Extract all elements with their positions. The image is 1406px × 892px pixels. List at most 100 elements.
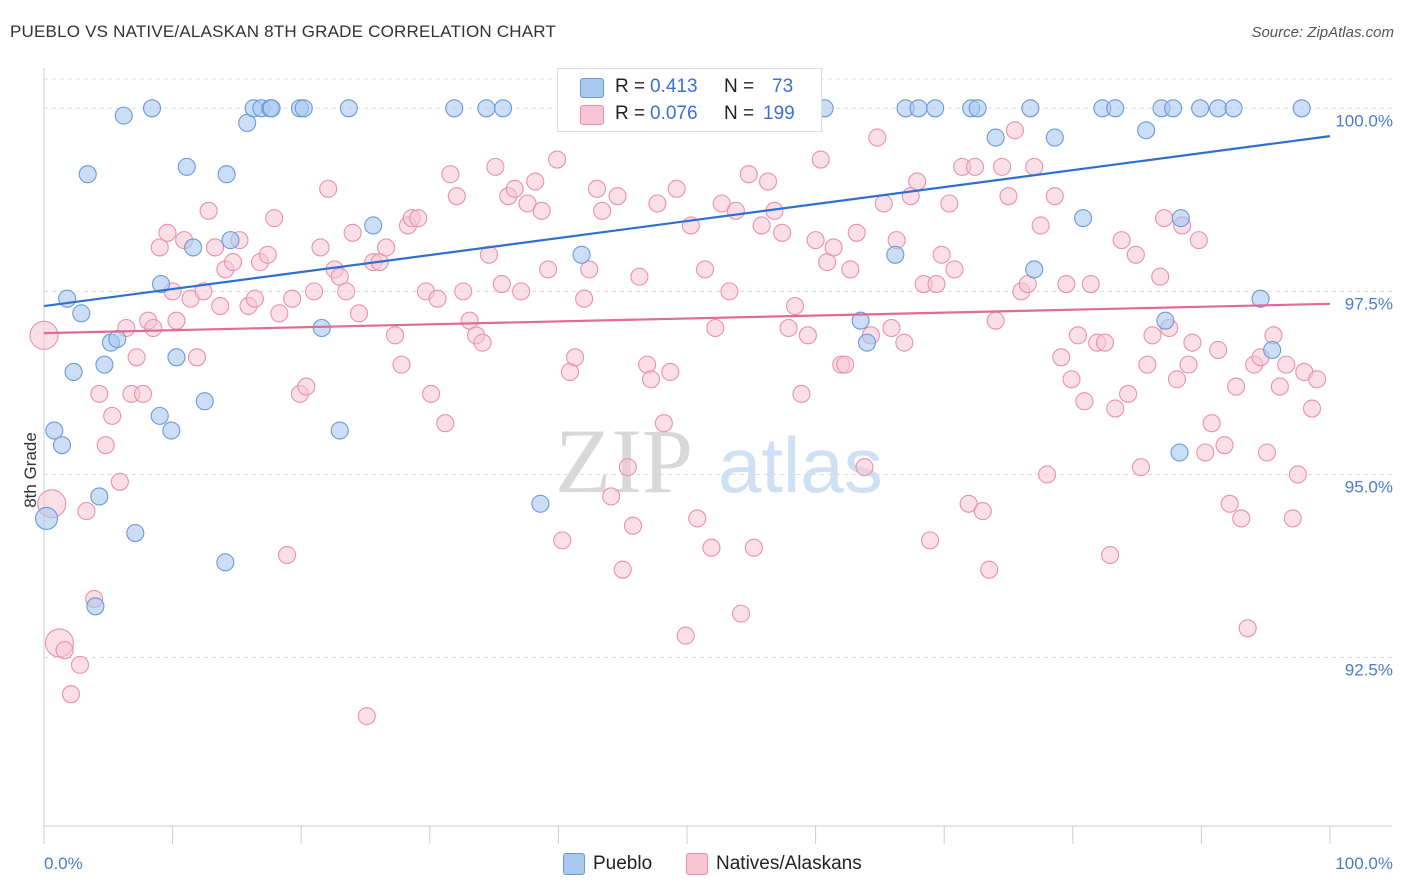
pueblo-point	[1251, 289, 1270, 308]
natives-point	[654, 414, 673, 433]
natives-point	[836, 355, 855, 374]
natives-point	[422, 384, 441, 403]
natives-point	[841, 260, 860, 279]
natives-point	[548, 150, 567, 169]
pueblo-point	[1171, 209, 1190, 228]
natives-point	[580, 260, 599, 279]
natives-point	[526, 172, 545, 191]
natives-point	[258, 245, 277, 264]
natives-point	[932, 245, 951, 264]
natives-point	[1131, 458, 1151, 477]
pueblo-point	[52, 436, 72, 455]
natives-point	[211, 296, 230, 316]
pueblo-point	[1137, 121, 1156, 140]
natives-point	[806, 231, 825, 250]
natives-point	[187, 348, 207, 367]
pueblo-point	[1074, 209, 1093, 228]
natives-point	[824, 238, 843, 257]
pueblo-point	[262, 99, 281, 118]
y-tick-label: 92.5%	[1345, 661, 1393, 680]
natives-point	[566, 348, 585, 367]
pueblo-point	[968, 99, 987, 118]
natives-point	[811, 150, 830, 169]
pueblo-point	[72, 304, 91, 323]
natives-point	[855, 458, 874, 477]
natives-point	[623, 516, 643, 535]
natives-point	[895, 333, 914, 352]
pueblo-point	[1106, 99, 1125, 118]
natives-point	[1101, 545, 1120, 565]
natives-point	[454, 282, 473, 301]
natives-points	[29, 121, 1327, 726]
natives-point	[409, 209, 428, 228]
pueblo-point	[216, 553, 235, 572]
natives-point	[980, 560, 999, 579]
natives-point	[1209, 340, 1228, 360]
pueblo-point	[572, 245, 591, 264]
natives-point	[1045, 187, 1064, 206]
natives-legend-swatch	[686, 853, 708, 875]
natives-point	[350, 304, 369, 323]
pueblo-legend-label: Pueblo	[593, 853, 653, 874]
natives-point	[319, 179, 338, 198]
pueblo-point	[1170, 443, 1189, 462]
pueblo-point	[1156, 311, 1175, 330]
natives-point	[223, 253, 243, 272]
pueblo-point	[1021, 99, 1040, 118]
natives-point	[921, 531, 940, 550]
natives-point	[1126, 245, 1145, 264]
natives-point	[96, 436, 115, 455]
natives-point	[1038, 465, 1057, 484]
natives-point	[194, 282, 213, 301]
natives-point	[1138, 355, 1157, 374]
natives-point	[927, 275, 946, 294]
natives-point	[518, 194, 537, 213]
natives-point	[773, 223, 792, 242]
natives-point	[1183, 333, 1202, 352]
natives-point	[297, 377, 316, 396]
natives-point	[667, 179, 686, 198]
pueblo-point	[926, 99, 945, 118]
natives-point	[486, 157, 505, 176]
y-tick-labels: 100.0% 97.5% 95.0% 92.5%	[1335, 111, 1393, 679]
natives-point	[758, 172, 778, 191]
natives-point	[205, 238, 225, 257]
pueblo-point	[445, 99, 464, 118]
pueblo-point	[857, 333, 877, 352]
pueblo-point	[339, 99, 358, 118]
natives-point	[144, 318, 163, 338]
natives-point	[447, 187, 466, 206]
pueblo-point	[364, 216, 383, 235]
pueblo-point	[1191, 99, 1210, 118]
natives-point	[731, 604, 751, 623]
natives-point	[70, 655, 90, 674]
legend-r-value: 0.076	[650, 103, 698, 124]
y-tick-label: 100.0%	[1335, 111, 1393, 130]
natives-point	[1202, 414, 1221, 433]
legend-n-value: 73	[772, 76, 794, 97]
pueblo-point	[167, 348, 186, 367]
natives-point	[1283, 509, 1302, 528]
natives-point	[311, 238, 330, 257]
natives-point	[532, 201, 551, 220]
natives-point	[1179, 355, 1198, 374]
natives-swatch	[580, 105, 604, 125]
natives-point	[575, 289, 594, 308]
natives-point	[436, 414, 455, 433]
pueblo-point	[1209, 99, 1228, 118]
natives-point	[1005, 121, 1024, 140]
natives-point	[1232, 509, 1251, 528]
natives-point	[1119, 384, 1138, 403]
legend-n-label: N =	[724, 76, 755, 97]
natives-point	[874, 194, 893, 213]
pueblo-point	[90, 487, 109, 506]
natives-point	[1288, 465, 1307, 484]
natives-point	[706, 318, 725, 338]
natives-point	[593, 201, 612, 220]
natives-point	[868, 128, 887, 147]
legend-r-label: R =	[615, 76, 646, 97]
pueblo-point	[1263, 340, 1282, 360]
natives-point	[55, 641, 74, 660]
natives-point	[150, 238, 169, 257]
natives-point	[357, 707, 376, 726]
